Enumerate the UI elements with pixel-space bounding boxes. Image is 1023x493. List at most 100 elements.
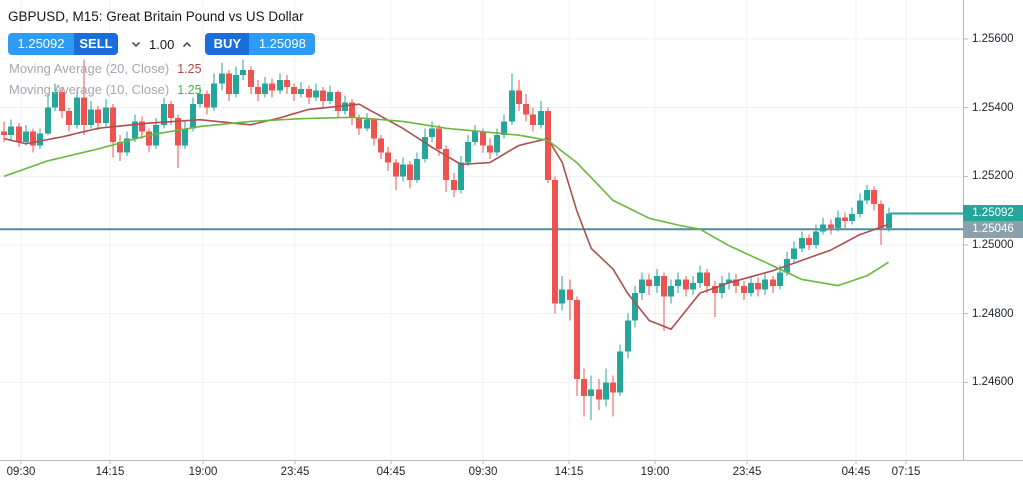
candle[interactable] [255, 87, 261, 94]
candle[interactable] [335, 92, 341, 112]
candle[interactable] [153, 124, 159, 146]
candle[interactable] [697, 272, 703, 283]
candle[interactable] [349, 102, 355, 118]
candle[interactable] [81, 97, 87, 125]
quantity-value[interactable]: 1.00 [149, 36, 175, 52]
candle[interactable] [588, 389, 594, 397]
candle[interactable] [197, 93, 203, 105]
candle[interactable] [487, 145, 493, 153]
candle[interactable] [886, 213, 892, 228]
buy-label[interactable]: BUY [205, 33, 250, 55]
candle[interactable] [269, 83, 275, 91]
candle[interactable] [378, 138, 384, 153]
candle[interactable] [66, 111, 72, 125]
buy-button[interactable]: BUY 1.25098 [205, 33, 316, 55]
candle[interactable] [770, 279, 776, 287]
candle[interactable] [190, 104, 196, 129]
candle[interactable] [603, 382, 609, 400]
candle[interactable] [385, 152, 391, 163]
candle[interactable] [668, 286, 674, 297]
candle[interactable] [646, 279, 652, 287]
candle[interactable] [1, 131, 7, 136]
candle[interactable] [262, 83, 268, 94]
candle[interactable] [857, 200, 863, 215]
candle[interactable] [364, 119, 370, 129]
candle[interactable] [516, 90, 522, 105]
candle[interactable] [356, 117, 362, 129]
chevron-down-icon[interactable] [131, 41, 141, 48]
candle[interactable] [371, 119, 377, 139]
candle[interactable] [414, 159, 420, 180]
candle[interactable] [277, 80, 283, 91]
candle[interactable] [654, 275, 660, 287]
candle[interactable] [168, 104, 174, 118]
candle[interactable] [523, 104, 529, 115]
candle[interactable] [30, 131, 36, 146]
candle[interactable] [407, 164, 413, 180]
candle[interactable] [298, 88, 304, 94]
candle[interactable] [327, 92, 333, 101]
candle[interactable] [429, 128, 435, 137]
candle[interactable] [320, 90, 326, 101]
candle[interactable] [806, 238, 812, 246]
candle[interactable] [842, 217, 848, 222]
candle[interactable] [23, 131, 29, 143]
candle[interactable] [400, 164, 406, 177]
candle[interactable] [240, 69, 246, 76]
candle[interactable] [74, 97, 80, 125]
candle[interactable] [313, 90, 319, 98]
candle[interactable] [820, 224, 826, 232]
candle[interactable] [139, 121, 145, 132]
candle[interactable] [480, 131, 486, 146]
candle[interactable] [124, 138, 130, 153]
candle[interactable] [625, 320, 631, 352]
candle[interactable] [146, 131, 152, 146]
price-axis[interactable]: 1.25600 1.25400 1.25200 1.25000 1.24800 1.246… [963, 0, 1023, 460]
candle[interactable] [182, 128, 188, 146]
candle[interactable] [443, 148, 449, 180]
sell-button[interactable]: 1.25092 SELL [8, 33, 118, 55]
candle[interactable] [661, 275, 667, 297]
candle[interactable] [117, 142, 123, 153]
candle[interactable] [748, 282, 754, 294]
candle[interactable] [110, 107, 116, 143]
candle[interactable] [741, 286, 747, 294]
candle[interactable] [617, 351, 623, 393]
candle[interactable] [552, 179, 558, 304]
candle[interactable] [306, 88, 312, 98]
candle[interactable] [567, 289, 573, 300]
candle[interactable] [16, 126, 22, 143]
candle[interactable] [211, 83, 217, 108]
chevron-up-icon[interactable] [182, 41, 192, 48]
sell-price[interactable]: 1.25092 [8, 33, 74, 55]
candle[interactable] [291, 87, 297, 94]
candle[interactable] [219, 73, 225, 84]
candle[interactable] [88, 109, 94, 125]
candle[interactable] [472, 131, 478, 143]
candle[interactable] [871, 190, 877, 204]
candle[interactable] [175, 117, 181, 146]
candle[interactable] [37, 133, 43, 146]
candle[interactable] [545, 111, 551, 180]
candle[interactable] [393, 162, 399, 177]
candle[interactable] [132, 121, 138, 139]
candle[interactable] [559, 289, 565, 304]
candle[interactable] [726, 279, 732, 283]
candle[interactable] [813, 231, 819, 246]
candle[interactable] [791, 248, 797, 259]
time-axis[interactable]: 09:30 14:15 19:00 23:45 04:45 09:30 14:15 19:00… [0, 460, 1023, 493]
candle[interactable] [632, 293, 638, 321]
candle[interactable] [849, 214, 855, 222]
quantity-stepper[interactable]: 1.00 [124, 33, 200, 55]
candle[interactable] [675, 279, 681, 287]
candle[interactable] [451, 179, 457, 191]
candle[interactable] [530, 114, 536, 125]
candle[interactable] [581, 378, 587, 397]
candle[interactable] [95, 109, 101, 124]
candle[interactable] [538, 111, 544, 125]
candle[interactable] [501, 121, 507, 136]
candle[interactable] [233, 75, 239, 94]
candle[interactable] [777, 272, 783, 287]
candle[interactable] [690, 282, 696, 290]
